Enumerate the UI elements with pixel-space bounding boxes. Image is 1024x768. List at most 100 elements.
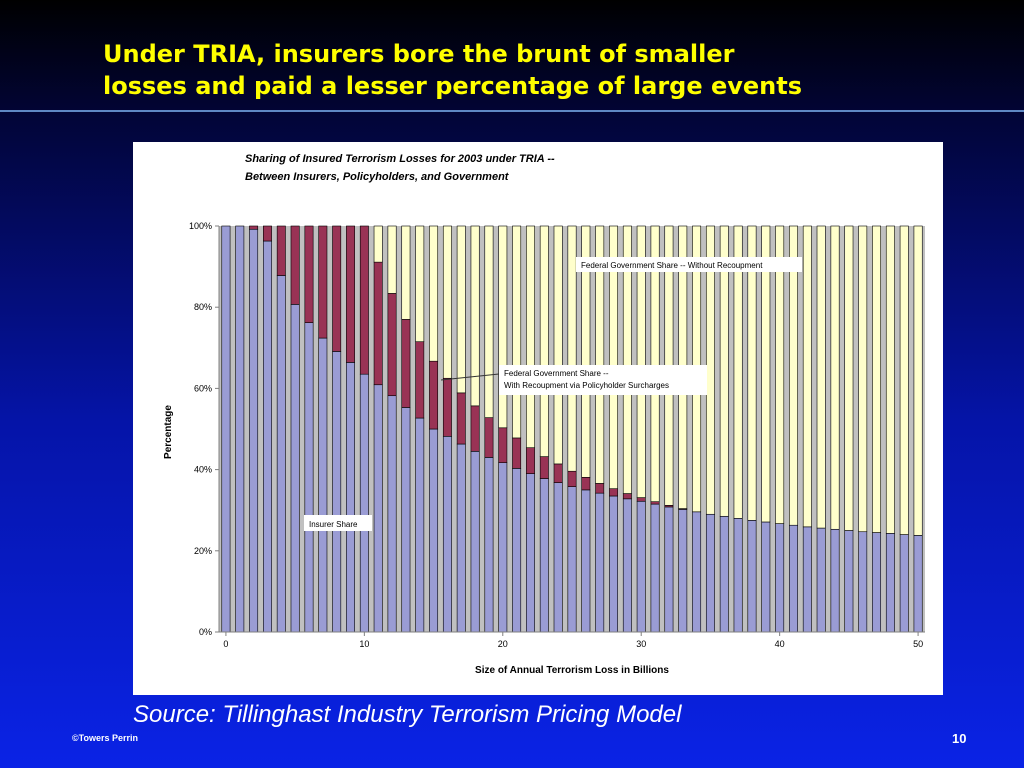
bar-recoupment-9 [346,225,355,363]
y-tick-label: 60% [194,383,212,393]
bar-no-recoupment-21 [512,225,522,439]
bar-no-recoupment-40 [775,225,785,524]
bar-insurer-2 [249,228,259,633]
bar-no-recoupment-15 [429,225,439,362]
bars-group [221,225,923,633]
bar-no-recoupment-20 [498,225,508,429]
bar-insurer-8 [332,351,342,633]
bar-no-recoupment-28 [609,225,618,489]
chart-title-line-2: Between Insurers, Policyholders, and Gov… [245,171,510,183]
bar-recoupment-15 [429,360,439,430]
bar-insurer-0 [221,225,231,633]
slide-title-line-2: losses and paid a lesser percentage of l… [103,72,803,100]
source-note: Source: Tillinghast Industry Terrorism P… [133,701,682,728]
bar-insurer-9 [346,362,355,633]
bar-insurer-3 [263,240,272,633]
bar-insurer-5 [290,304,300,633]
chart-title-line-1: Sharing of Insured Terrorism Losses for … [245,153,555,165]
annotation-with-recoupment-line-2: With Recoupment via Policyholder Surchar… [504,381,669,390]
bar-no-recoupment-16 [442,225,452,379]
x-tick-label: 40 [775,639,785,649]
bar-insurer-33 [678,509,688,633]
bar-recoupment-16 [442,377,452,437]
bar-no-recoupment-43 [816,225,826,529]
bar-insurer-44 [830,528,840,633]
bar-recoupment-10 [359,225,369,375]
bar-no-recoupment-37 [733,225,743,519]
y-axis-label: Percentage [163,405,174,459]
bar-insurer-46 [858,531,868,633]
bar-insurer-16 [442,436,452,633]
bar-recoupment-8 [332,225,342,352]
bar-no-recoupment-41 [789,225,798,526]
bar-recoupment-24 [553,463,563,483]
bar-no-recoupment-25 [567,225,577,472]
bar-no-recoupment-50 [913,225,923,536]
bar-recoupment-27 [595,483,605,494]
bar-insurer-10 [359,373,369,633]
bar-insurer-1 [235,225,245,633]
stacked-bar-chart: Sharing of Insured Terrorism Losses for … [163,153,925,676]
bar-no-recoupment-23 [539,225,549,457]
bar-no-recoupment-31 [650,225,660,502]
bar-recoupment-14 [415,341,425,419]
bar-insurer-32 [664,506,674,633]
y-tick-label: 20% [194,546,212,556]
bar-no-recoupment-36 [719,225,729,517]
bar-insurer-14 [415,417,425,633]
bar-insurer-40 [775,523,785,633]
bar-recoupment-12 [387,293,397,397]
annotation-insurer-share: Insurer Share [309,520,358,529]
bar-recoupment-19 [484,417,494,458]
bar-no-recoupment-39 [761,225,771,523]
bar-no-recoupment-12 [387,225,397,294]
bar-insurer-19 [484,457,494,633]
bar-insurer-4 [276,275,286,633]
bar-insurer-43 [816,527,826,633]
bar-insurer-15 [429,428,439,633]
bar-no-recoupment-38 [747,225,757,521]
bar-insurer-47 [872,532,882,633]
bar-recoupment-17 [456,392,466,445]
bar-no-recoupment-14 [415,225,425,343]
annotation-box-with-recoupment [499,365,707,395]
bar-no-recoupment-49 [899,225,909,535]
annotation-box-without-recoupment [576,257,802,272]
bar-insurer-27 [595,492,605,633]
bar-insurer-26 [581,489,591,633]
bar-insurer-30 [636,500,646,633]
bar-recoupment-3 [263,225,272,242]
bar-insurer-45 [844,530,854,633]
bar-insurer-11 [373,384,383,633]
y-ticks-group: 0% 20% 40% 60% 80% 100% [189,221,219,637]
bar-recoupment-18 [470,405,480,452]
bar-no-recoupment-13 [401,225,411,320]
x-axis-label: Size of Annual Terrorism Loss in Billion… [475,665,669,676]
bar-recoupment-26 [581,477,591,491]
bar-insurer-6 [304,322,314,633]
bar-no-recoupment-48 [885,225,895,534]
bar-recoupment-21 [512,437,522,469]
x-tick-label: 30 [636,639,646,649]
x-tick-label: 50 [913,639,923,649]
bar-recoupment-2 [249,225,259,230]
bar-insurer-48 [885,533,895,633]
bar-recoupment-22 [526,447,535,474]
bar-no-recoupment-44 [830,225,840,530]
y-tick-label: 0% [199,627,212,637]
bar-no-recoupment-46 [858,225,868,533]
bar-no-recoupment-19 [484,225,494,418]
slide-title: Under TRIA, insurers bore the brunt of s… [103,38,983,102]
bar-insurer-36 [719,515,729,633]
bar-insurer-50 [913,535,923,633]
bar-insurer-29 [622,498,632,633]
bar-recoupment-28 [609,488,618,497]
x-tick-label: 0 [223,639,228,649]
slide-title-line-1: Under TRIA, insurers bore the brunt of s… [103,40,735,68]
annotation-leader-line [440,373,500,381]
bar-no-recoupment-29 [622,225,632,494]
bar-recoupment-6 [304,225,314,323]
bar-insurer-25 [567,486,577,633]
bar-recoupment-25 [567,470,577,487]
bar-recoupment-13 [401,319,411,408]
